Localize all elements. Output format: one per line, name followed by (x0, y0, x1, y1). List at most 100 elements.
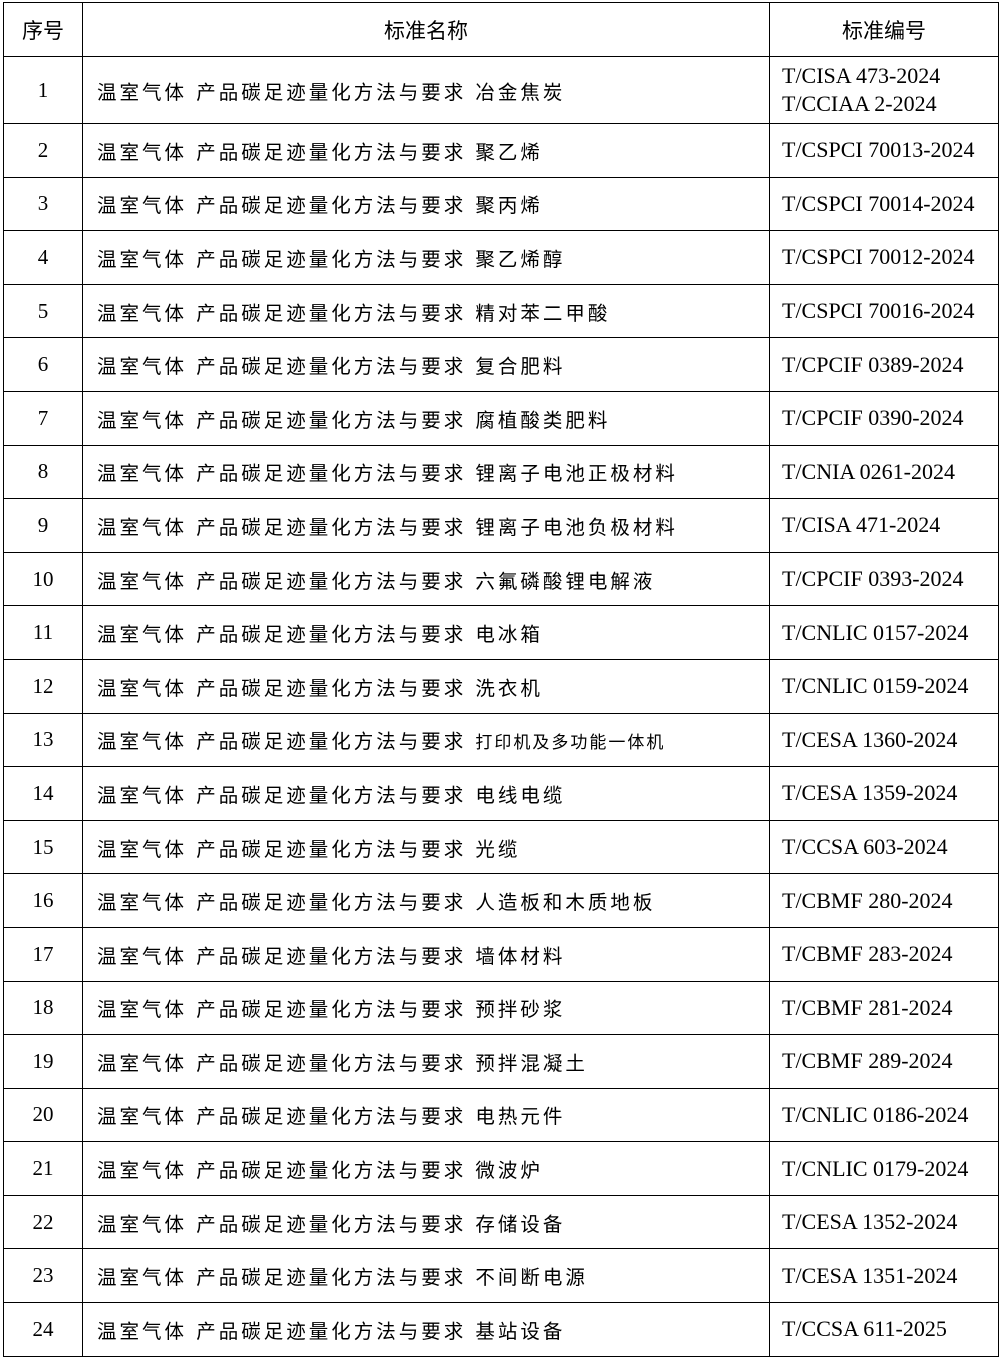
code-text: T/CNLIC 0186-2024 (782, 1101, 969, 1127)
row-number: 24 (3, 1302, 83, 1357)
standard-code: T/CESA 1359-2024 (769, 766, 999, 821)
name-product: 电线电缆 (475, 783, 566, 807)
name-prefix: 温室气体 产品碳足迹量化方法与要求 (97, 408, 467, 432)
code-text: T/CESA 1360-2024 (782, 726, 958, 752)
name-product: 电冰箱 (475, 623, 543, 647)
row-number: 7 (3, 390, 83, 446)
code-text: T/CBMF 283-2024 (782, 941, 953, 967)
table-row: 4 温室气体 产品碳足迹量化方法与要求 聚乙烯醇 T/CSPCI 70012-202… (3, 230, 999, 285)
standard-code: T/CNIA 0261-2024 (769, 444, 999, 500)
code-text: T/CESA 1351-2024 (782, 1262, 958, 1288)
name-product: 锂离子电池正极材料 (475, 462, 678, 486)
standards-table: 序号 标准名称 标准编号 1 温室气体 产品碳足迹量化方法与要求 冶金焦炭 T/CI… (3, 2, 999, 1357)
standard-code: T/CPCIF 0390-2024 (769, 390, 999, 446)
name-prefix: 温室气体 产品碳足迹量化方法与要求 (97, 676, 467, 700)
code-text: T/CSPCI 70013-2024 (782, 137, 975, 163)
row-number: 6 (3, 337, 83, 392)
name-prefix: 温室气体 产品碳足迹量化方法与要求 (97, 944, 467, 968)
name-product: 存储设备 (475, 1212, 566, 1236)
row-number: 4 (3, 230, 83, 285)
name-product: 微波炉 (475, 1159, 543, 1183)
row-number: 18 (3, 980, 83, 1036)
standard-code: T/CNLIC 0157-2024 (769, 605, 999, 660)
name-product: 预拌砂浆 (475, 998, 566, 1022)
standard-code: T/CSPCI 70013-2024 (769, 123, 999, 178)
standard-name: 温室气体 产品碳足迹量化方法与要求 洗衣机 (82, 658, 770, 714)
standard-name: 温室气体 产品碳足迹量化方法与要求 不间断电源 (82, 1248, 770, 1304)
standard-code: T/CCSA 611-2025 (769, 1302, 999, 1357)
standard-code: T/CSPCI 70012-2024 (769, 230, 999, 285)
table-row: 17 温室气体 产品碳足迹量化方法与要求 墙体材料 T/CBMF 283-2024 (3, 926, 999, 982)
name-product: 聚乙烯 (475, 140, 543, 164)
table-row: 22 温室气体 产品碳足迹量化方法与要求 存储设备 T/CESA 1352-2024 (3, 1194, 999, 1250)
standard-name: 温室气体 产品碳足迹量化方法与要求 电线电缆 (82, 766, 770, 821)
standard-name: 温室气体 产品碳足迹量化方法与要求 人造板和木质地板 (82, 873, 770, 928)
name-product: 不间断电源 (475, 1266, 588, 1290)
name-prefix: 温室气体 产品碳足迹量化方法与要求 (97, 623, 467, 647)
name-prefix: 温室气体 产品碳足迹量化方法与要求 (97, 783, 467, 807)
standard-code: T/CNLIC 0179-2024 (769, 1141, 999, 1196)
code-text: T/CBMF 289-2024 (782, 1048, 953, 1074)
table-row: 21 温室气体 产品碳足迹量化方法与要求 微波炉 T/CNLIC 0179-2024 (3, 1141, 999, 1196)
standard-name: 温室气体 产品碳足迹量化方法与要求 墙体材料 (82, 926, 770, 982)
row-number: 9 (3, 498, 83, 553)
code-text: T/CSPCI 70014-2024 (782, 190, 975, 216)
standard-name: 温室气体 产品碳足迹量化方法与要求 打印机及多功能一体机 (82, 712, 770, 768)
table-row: 23 温室气体 产品碳足迹量化方法与要求 不间断电源 T/CESA 1351-202… (3, 1248, 999, 1304)
code-text: T/CPCIF 0393-2024 (782, 566, 964, 592)
standard-code: T/CSPCI 70014-2024 (769, 176, 999, 232)
standard-code: T/CNLIC 0186-2024 (769, 1087, 999, 1143)
name-prefix: 温室气体 产品碳足迹量化方法与要求 (97, 355, 467, 379)
row-number: 5 (3, 283, 83, 339)
table-row: 18 温室气体 产品碳足迹量化方法与要求 预拌砂浆 T/CBMF 281-2024 (3, 980, 999, 1036)
standard-code: T/CPCIF 0393-2024 (769, 551, 999, 607)
standard-name: 温室气体 产品碳足迹量化方法与要求 预拌混凝土 (82, 1034, 770, 1089)
standard-name: 温室气体 产品碳足迹量化方法与要求 预拌砂浆 (82, 980, 770, 1036)
table-row: 16 温室气体 产品碳足迹量化方法与要求 人造板和木质地板 T/CBMF 280-2… (3, 873, 999, 928)
name-product: 锂离子电池负极材料 (475, 515, 678, 539)
code-text: T/CESA 1352-2024 (782, 1209, 958, 1235)
table-row: 11 温室气体 产品碳足迹量化方法与要求 电冰箱 T/CNLIC 0157-2024 (3, 605, 999, 660)
name-prefix: 温室气体 产品碳足迹量化方法与要求 (97, 515, 467, 539)
name-prefix: 温室气体 产品碳足迹量化方法与要求 (97, 462, 467, 486)
table-row: 20 温室气体 产品碳足迹量化方法与要求 电热元件 T/CNLIC 0186-202… (3, 1087, 999, 1143)
row-number: 1 (3, 56, 83, 124)
row-number: 10 (3, 551, 83, 607)
name-prefix: 温室气体 产品碳足迹量化方法与要求 (97, 1159, 467, 1183)
row-number: 13 (3, 712, 83, 768)
row-number: 20 (3, 1087, 83, 1143)
name-product: 基站设备 (475, 1319, 566, 1343)
row-number: 14 (3, 766, 83, 821)
code-text: T/CPCIF 0390-2024 (782, 405, 964, 431)
header-name: 标准名称 (82, 2, 770, 57)
row-number: 17 (3, 926, 83, 982)
table-row: 24 温室气体 产品碳足迹量化方法与要求 基站设备 T/CCSA 611-2025 (3, 1302, 999, 1357)
table-row: 12 温室气体 产品碳足迹量化方法与要求 洗衣机 T/CNLIC 0159-2024 (3, 658, 999, 714)
name-prefix: 温室气体 产品碳足迹量化方法与要求 (97, 1105, 467, 1129)
name-product: 墙体材料 (475, 944, 566, 968)
standard-name: 温室气体 产品碳足迹量化方法与要求 聚乙烯醇 (82, 230, 770, 285)
name-product: 光缆 (475, 837, 521, 861)
standard-name: 温室气体 产品碳足迹量化方法与要求 电冰箱 (82, 605, 770, 660)
code-text: T/CISA 471-2024 (782, 512, 941, 538)
name-product: 腐植酸类肥料 (475, 408, 611, 432)
standard-name: 温室气体 产品碳足迹量化方法与要求 冶金焦炭 (82, 56, 770, 124)
name-product: 复合肥料 (475, 355, 566, 379)
header-row: 序号 标准名称 标准编号 (3, 2, 999, 57)
code-text: T/CCSA 603-2024 (782, 834, 948, 860)
standard-code: T/CNLIC 0159-2024 (769, 658, 999, 714)
code-text: T/CBMF 281-2024 (782, 994, 953, 1020)
name-prefix: 温室气体 产品碳足迹量化方法与要求 (97, 194, 467, 218)
table-row: 15 温室气体 产品碳足迹量化方法与要求 光缆 T/CCSA 603-2024 (3, 819, 999, 875)
name-prefix: 温室气体 产品碳足迹量化方法与要求 (97, 998, 467, 1022)
standard-name: 温室气体 产品碳足迹量化方法与要求 腐植酸类肥料 (82, 390, 770, 446)
standard-name: 温室气体 产品碳足迹量化方法与要求 锂离子电池负极材料 (82, 498, 770, 553)
code-text: T/CSPCI 70012-2024 (782, 244, 975, 270)
standard-name: 温室气体 产品碳足迹量化方法与要求 存储设备 (82, 1194, 770, 1250)
row-number: 19 (3, 1034, 83, 1089)
standard-name: 温室气体 产品碳足迹量化方法与要求 光缆 (82, 819, 770, 875)
row-number: 8 (3, 444, 83, 500)
row-number: 3 (3, 176, 83, 232)
standard-code: T/CBMF 281-2024 (769, 980, 999, 1036)
table-row: 19 温室气体 产品碳足迹量化方法与要求 预拌混凝土 T/CBMF 289-2024 (3, 1034, 999, 1089)
